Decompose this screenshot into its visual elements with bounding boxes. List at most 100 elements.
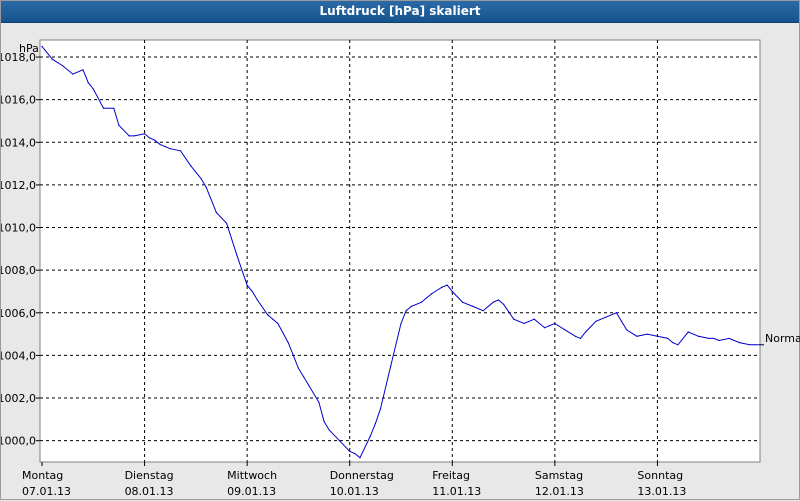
plot-area (39, 39, 761, 463)
pressure-data-point (549, 325, 551, 327)
pressure-data-point (338, 440, 341, 442)
pressure-data-point (759, 344, 761, 346)
grid-lines (40, 40, 760, 462)
pressure-data-point (728, 337, 730, 339)
y-tick-label: 1018,0 (1, 51, 36, 64)
pressure-data-point (133, 135, 135, 137)
x-tick-day-label: Freitag (432, 469, 470, 482)
pressure-data-point (482, 310, 484, 312)
pressure-data-point (349, 450, 351, 452)
window-title-bar: Luftdruck [hPa] skaliert (1, 1, 799, 23)
x-tick-day-label: Montag (22, 469, 63, 482)
pressure-data-point (246, 284, 248, 286)
pressure-data-point (236, 254, 238, 256)
pressure-data-point (87, 82, 89, 84)
pressure-data-point (318, 401, 320, 403)
pressure-data-point (354, 452, 356, 455)
pressure-data-point (92, 88, 94, 90)
pressure-data-point (379, 408, 382, 410)
pressure-data-point (585, 331, 587, 333)
pressure-data-point (446, 284, 448, 286)
pressure-data-point (149, 137, 151, 139)
pressure-data-point (256, 299, 258, 301)
pressure-data-point (323, 420, 325, 423)
pressure-data-point (513, 318, 515, 320)
pressure-data-point (574, 335, 577, 337)
pressure-data-point (251, 290, 253, 293)
y-tick-label: 1016,0 (1, 94, 36, 107)
x-tick-date-label: 13.01.13 (637, 485, 686, 498)
y-tick-label: 1000,0 (1, 435, 36, 448)
pressure-data-point (615, 312, 618, 314)
pressure-data-point (400, 322, 402, 325)
pressure-data-point (61, 65, 64, 67)
x-tick-date-label: 12.01.13 (535, 485, 584, 498)
pressure-data-point (272, 318, 274, 320)
pressure-data-point (718, 339, 720, 342)
pressure-data-point (128, 135, 130, 137)
pressure-data-point (359, 457, 361, 459)
pressure-data-point (41, 45, 43, 48)
y-tick-label: 1004,0 (1, 349, 36, 362)
pressure-data-point (626, 329, 628, 331)
x-tick-date-label: 10.01.13 (330, 485, 379, 498)
pressure-data-point (451, 290, 453, 293)
pressure-data-point (205, 186, 207, 188)
pressure-data-point (554, 322, 556, 325)
y-axis-ticks: 1000,0 1002,0 1004,0 1006,0 1008,0 1010,0 1012… (1, 51, 764, 448)
x-tick-day-label: Donnerstag (330, 469, 394, 482)
pressure-data-point (754, 344, 756, 346)
pressure-data-point (672, 342, 674, 344)
pressure-data-point (118, 124, 120, 126)
pressure-data-point (579, 337, 582, 339)
y-tick-label: 1014,0 (1, 136, 36, 149)
y-tick-label: 1002,0 (1, 392, 36, 405)
pressure-data-point (72, 73, 74, 75)
pressure-data-point (441, 286, 443, 288)
pressure-data-point (646, 333, 648, 335)
pressure-data-point (667, 337, 669, 339)
pressure-data-point (410, 305, 412, 307)
x-tick-date-label: 11.01.13 (432, 485, 481, 498)
pressure-data-point (431, 293, 433, 295)
pressure-data-point (154, 139, 156, 141)
pressure-data-point (687, 331, 689, 333)
pressure-data-point (303, 376, 305, 378)
x-axis-ticks: Montag 07.01.13 Dienstag 08.01.13 Mittwoch 09… (22, 462, 686, 498)
pressure-data-point (369, 435, 371, 437)
y-tick-label: 1010,0 (1, 222, 36, 235)
pressure-data-point (492, 301, 494, 303)
pressure-data-point (677, 344, 679, 346)
pressure-data-point (544, 327, 546, 329)
series-layer (41, 45, 761, 459)
pressure-data-point (564, 329, 566, 331)
pressure-data-point (179, 150, 182, 152)
y-tick-label: 1012,0 (1, 179, 36, 192)
pressure-data-point (620, 320, 623, 322)
x-tick-date-label: 09.01.13 (227, 485, 276, 498)
pressure-data-point (308, 384, 310, 386)
pressure-data-point (636, 335, 638, 337)
pressure-data-point (749, 344, 751, 346)
pressure-data-point (533, 318, 535, 320)
pressure-data-point (390, 365, 392, 367)
y-tick-label: 1006,0 (1, 307, 36, 320)
y-tick-label: 1008,0 (1, 264, 36, 277)
pressure-data-point (697, 335, 700, 337)
pressure-data-point (169, 148, 171, 150)
x-tick-day-label: Mittwoch (227, 469, 277, 482)
pressure-data-point (420, 301, 423, 303)
pressure-data-point (713, 337, 715, 339)
pressure-data-point (708, 337, 710, 339)
pressure-data-point (113, 107, 115, 109)
pressure-data-point (159, 143, 161, 145)
x-tick-day-label: Sonntag (637, 469, 683, 482)
pressure-data-point (328, 429, 330, 431)
pressure-data-point (472, 305, 474, 307)
x-tick-date-label: 08.01.13 (125, 485, 174, 498)
pressure-data-point (497, 299, 499, 301)
pressure-data-point (738, 342, 741, 344)
pressure-data-point (102, 107, 105, 109)
pressure-data-point (200, 177, 202, 180)
